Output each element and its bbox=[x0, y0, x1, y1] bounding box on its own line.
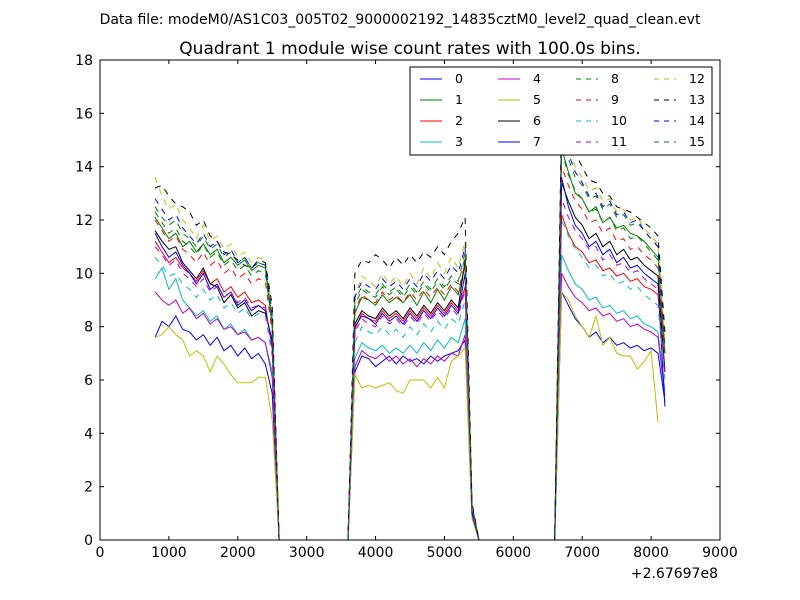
y-tick-label: 10 bbox=[75, 266, 93, 282]
x-tick-label: 8000 bbox=[633, 545, 669, 561]
legend-label-14: 14 bbox=[689, 113, 705, 128]
legend-label-0: 0 bbox=[455, 71, 463, 86]
y-tick-label: 0 bbox=[84, 533, 93, 549]
series-line-7 bbox=[154, 177, 666, 541]
y-tick-label: 6 bbox=[84, 373, 93, 389]
x-tick-label: 3000 bbox=[289, 545, 325, 561]
x-tick-label: 0 bbox=[96, 545, 105, 561]
y-tick-label: 16 bbox=[75, 106, 93, 122]
series-line-14 bbox=[154, 126, 666, 541]
legend-label-6: 6 bbox=[533, 113, 541, 128]
series-line-1 bbox=[154, 147, 666, 541]
series-line-12 bbox=[154, 118, 666, 541]
series-line-15 bbox=[154, 150, 666, 541]
series-line-11 bbox=[154, 198, 666, 541]
series-line-6 bbox=[154, 182, 666, 541]
legend-label-1: 1 bbox=[455, 92, 463, 107]
series-line-8 bbox=[154, 134, 666, 541]
legend-label-2: 2 bbox=[455, 113, 463, 128]
plot-frame bbox=[99, 59, 721, 541]
legend-label-12: 12 bbox=[689, 71, 705, 86]
y-tick-label: 4 bbox=[84, 426, 93, 442]
x-tick-label: 2000 bbox=[220, 545, 256, 561]
x-tick-label: 6000 bbox=[496, 545, 532, 561]
x-tick-label: 7000 bbox=[564, 545, 600, 561]
y-tick-label: 2 bbox=[84, 480, 93, 496]
chart-title: Quadrant 1 module wise count rates with … bbox=[179, 39, 640, 59]
y-tick-label: 18 bbox=[75, 53, 93, 69]
series-line-5 bbox=[154, 290, 659, 541]
x-offset-label: +2.67697e8 bbox=[631, 566, 718, 582]
legend-label-8: 8 bbox=[611, 71, 619, 86]
series-line-2 bbox=[154, 214, 666, 541]
y-tick-label: 14 bbox=[75, 160, 93, 176]
figure-suptitle: Data file: modeM0/AS1C03_005T02_90000021… bbox=[100, 12, 701, 28]
legend-label-9: 9 bbox=[611, 92, 619, 107]
series-line-10 bbox=[154, 219, 666, 541]
legend-label-10: 10 bbox=[611, 113, 627, 128]
y-tick-label: 12 bbox=[75, 213, 93, 229]
legend-label-7: 7 bbox=[533, 134, 541, 149]
series-line-4 bbox=[154, 273, 666, 541]
legend-box bbox=[409, 66, 713, 156]
x-tick-label: 1000 bbox=[151, 545, 187, 561]
series-layer bbox=[154, 113, 666, 541]
axis-ticks: 0 1000 2000 3000 4000 5000 6000 7000 8000 9000 0 2 4… bbox=[75, 53, 738, 561]
legend-label-5: 5 bbox=[533, 92, 541, 107]
legend-label-4: 4 bbox=[533, 71, 541, 86]
x-tick-label: 4000 bbox=[358, 545, 394, 561]
legend-label-13: 13 bbox=[689, 92, 705, 107]
series-line-13 bbox=[154, 113, 666, 541]
legend-label-11: 11 bbox=[611, 134, 627, 149]
series-line-3 bbox=[154, 254, 666, 541]
y-tick-label: 8 bbox=[84, 320, 93, 336]
legend-label-3: 3 bbox=[455, 134, 463, 149]
x-tick-label: 9000 bbox=[702, 545, 738, 561]
series-line-9 bbox=[154, 166, 666, 541]
x-tick-label: 5000 bbox=[427, 545, 463, 561]
legend-label-15: 15 bbox=[689, 134, 705, 149]
